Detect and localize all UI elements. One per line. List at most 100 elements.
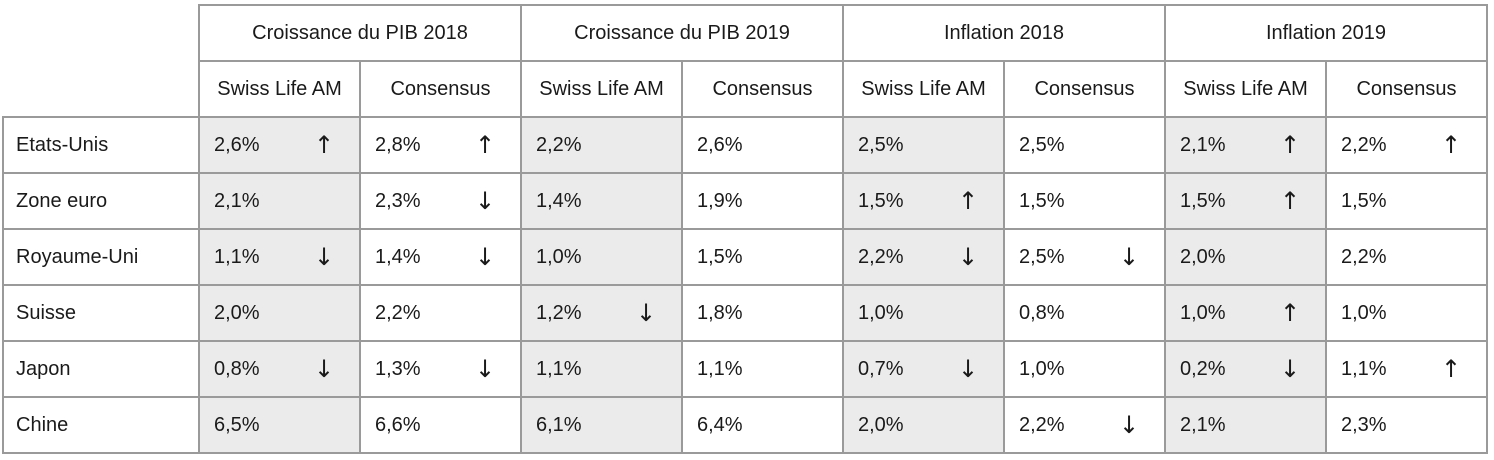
group-header: Croissance du PIB 2018	[198, 4, 522, 62]
consensus-cell: 1,5%	[681, 228, 844, 286]
forecast-value: 2,2%	[1019, 413, 1065, 436]
swiss-life-cell: 1,0%	[520, 228, 683, 286]
swiss-life-cell: 1,2% ↓	[520, 284, 683, 342]
forecast-value: 0,7%	[858, 357, 904, 380]
consensus-cell: 1,3% ↓	[359, 340, 522, 398]
arrow-up-icon: ↑	[1440, 131, 1462, 159]
country-label: Chine	[2, 396, 200, 454]
country-label: Japon	[2, 340, 200, 398]
consensus-cell: 2,2% ↑	[1325, 116, 1488, 174]
country-label: Royaume-Uni	[2, 228, 200, 286]
table-body: Etats-Unis 2,6% ↑ 2,8% ↑ 2,2% 2,6% 2,5% 2,5% 2,1%…	[2, 116, 1488, 454]
swiss-life-cell: 1,0% ↑	[1164, 284, 1327, 342]
forecast-value: 0,8%	[214, 357, 260, 380]
consensus-cell: 1,8%	[681, 284, 844, 342]
country-label: Suisse	[2, 284, 200, 342]
forecast-value: 6,1%	[536, 413, 582, 436]
forecast-value: 2,5%	[1019, 133, 1065, 156]
consensus-cell: 2,6%	[681, 116, 844, 174]
consensus-cell: 2,8% ↑	[359, 116, 522, 174]
consensus-cell: 2,3%	[1325, 396, 1488, 454]
consensus-cell: 2,2%	[1325, 228, 1488, 286]
forecast-value: 0,8%	[1019, 301, 1065, 324]
country-label: Zone euro	[2, 172, 200, 230]
swiss-life-cell: 1,1% ↓	[198, 228, 361, 286]
forecast-value: 1,5%	[1019, 189, 1065, 212]
consensus-cell: 1,4% ↓	[359, 228, 522, 286]
forecast-value: 2,3%	[1341, 413, 1387, 436]
swiss-life-cell: 2,5%	[842, 116, 1005, 174]
arrow-down-icon: ↓	[635, 299, 657, 327]
arrow-up-icon: ↑	[313, 131, 335, 159]
sub-header: Swiss Life AM	[842, 60, 1005, 118]
forecast-value: 2,1%	[1180, 413, 1226, 436]
corner-cell	[3, 61, 200, 118]
sub-header: Swiss Life AM	[520, 60, 683, 118]
arrow-down-icon: ↓	[1118, 243, 1140, 271]
arrow-down-icon: ↓	[1279, 355, 1301, 383]
consensus-cell: 6,6%	[359, 396, 522, 454]
swiss-life-cell: 2,1%	[198, 172, 361, 230]
arrow-up-icon: ↑	[1440, 355, 1462, 383]
forecast-value: 2,2%	[858, 245, 904, 268]
table-row: Chine 6,5% 6,6% 6,1% 6,4% 2,0% 2,2% ↓ 2,1% 2,3%	[2, 396, 1488, 454]
forecast-value: 1,0%	[536, 245, 582, 268]
arrow-down-icon: ↓	[957, 243, 979, 271]
sub-header: Consensus	[359, 60, 522, 118]
table-row: Royaume-Uni 1,1% ↓ 1,4% ↓ 1,0% 1,5% 2,2% ↓ 2,5% ↓ 2…	[2, 228, 1488, 286]
consensus-cell: 0,8%	[1003, 284, 1166, 342]
forecast-value: 2,5%	[858, 133, 904, 156]
swiss-life-cell: 2,2%	[520, 116, 683, 174]
group-header: Inflation 2018	[842, 4, 1166, 62]
forecast-value: 1,5%	[1180, 189, 1226, 212]
swiss-life-cell: 2,0%	[1164, 228, 1327, 286]
forecast-value: 1,1%	[214, 245, 260, 268]
forecast-value: 1,5%	[858, 189, 904, 212]
consensus-cell: 1,1%	[681, 340, 844, 398]
arrow-down-icon: ↓	[957, 355, 979, 383]
forecast-value: 1,4%	[536, 189, 582, 212]
forecast-value: 1,1%	[536, 357, 582, 380]
forecast-table: Croissance du PIB 2018 Croissance du PIB…	[2, 4, 1488, 454]
table-row: Japon 0,8% ↓ 1,3% ↓ 1,1% 1,1% 0,7% ↓ 1,0% 0,2% ↓ 1,1…	[2, 340, 1488, 398]
forecast-value: 0,2%	[1180, 357, 1226, 380]
forecast-value: 1,2%	[536, 301, 582, 324]
forecast-value: 2,8%	[375, 133, 421, 156]
forecast-value: 2,2%	[1341, 133, 1387, 156]
arrow-down-icon: ↓	[313, 243, 335, 271]
group-header: Croissance du PIB 2019	[520, 4, 844, 62]
table-row: Suisse 2,0% 2,2% 1,2% ↓ 1,8% 1,0% 0,8% 1,0% ↑ 1,0%	[2, 284, 1488, 342]
arrow-up-icon: ↑	[1279, 299, 1301, 327]
swiss-life-cell: 6,5%	[198, 396, 361, 454]
forecast-value: 1,1%	[697, 357, 743, 380]
arrow-down-icon: ↓	[474, 355, 496, 383]
forecast-value: 2,0%	[214, 301, 260, 324]
swiss-life-cell: 1,1%	[520, 340, 683, 398]
sub-header: Consensus	[681, 60, 844, 118]
swiss-life-cell: 6,1%	[520, 396, 683, 454]
table-row: Zone euro 2,1% 2,3% ↓ 1,4% 1,9% 1,5% ↑ 1,5% 1,5% ↑…	[2, 172, 1488, 230]
consensus-cell: 6,4%	[681, 396, 844, 454]
consensus-cell: 1,9%	[681, 172, 844, 230]
group-header: Inflation 2019	[1164, 4, 1488, 62]
swiss-life-cell: 0,2% ↓	[1164, 340, 1327, 398]
forecast-value: 2,1%	[1180, 133, 1226, 156]
forecast-value: 1,0%	[1019, 357, 1065, 380]
forecast-value: 1,0%	[1180, 301, 1226, 324]
forecast-value: 6,4%	[697, 413, 743, 436]
swiss-life-cell: 2,0%	[842, 396, 1005, 454]
arrow-down-icon: ↓	[474, 187, 496, 215]
consensus-cell: 2,2%	[359, 284, 522, 342]
swiss-life-cell: 0,8% ↓	[198, 340, 361, 398]
sub-header: Swiss Life AM	[1164, 60, 1327, 118]
forecast-value: 2,0%	[858, 413, 904, 436]
forecast-value: 2,2%	[536, 133, 582, 156]
forecast-value: 1,5%	[1341, 189, 1387, 212]
arrow-up-icon: ↑	[957, 187, 979, 215]
forecast-value: 2,6%	[214, 133, 260, 156]
consensus-cell: 2,2% ↓	[1003, 396, 1166, 454]
forecast-value: 2,2%	[375, 301, 421, 324]
consensus-cell: 1,5%	[1325, 172, 1488, 230]
arrow-up-icon: ↑	[1279, 131, 1301, 159]
forecast-value: 6,5%	[214, 413, 260, 436]
